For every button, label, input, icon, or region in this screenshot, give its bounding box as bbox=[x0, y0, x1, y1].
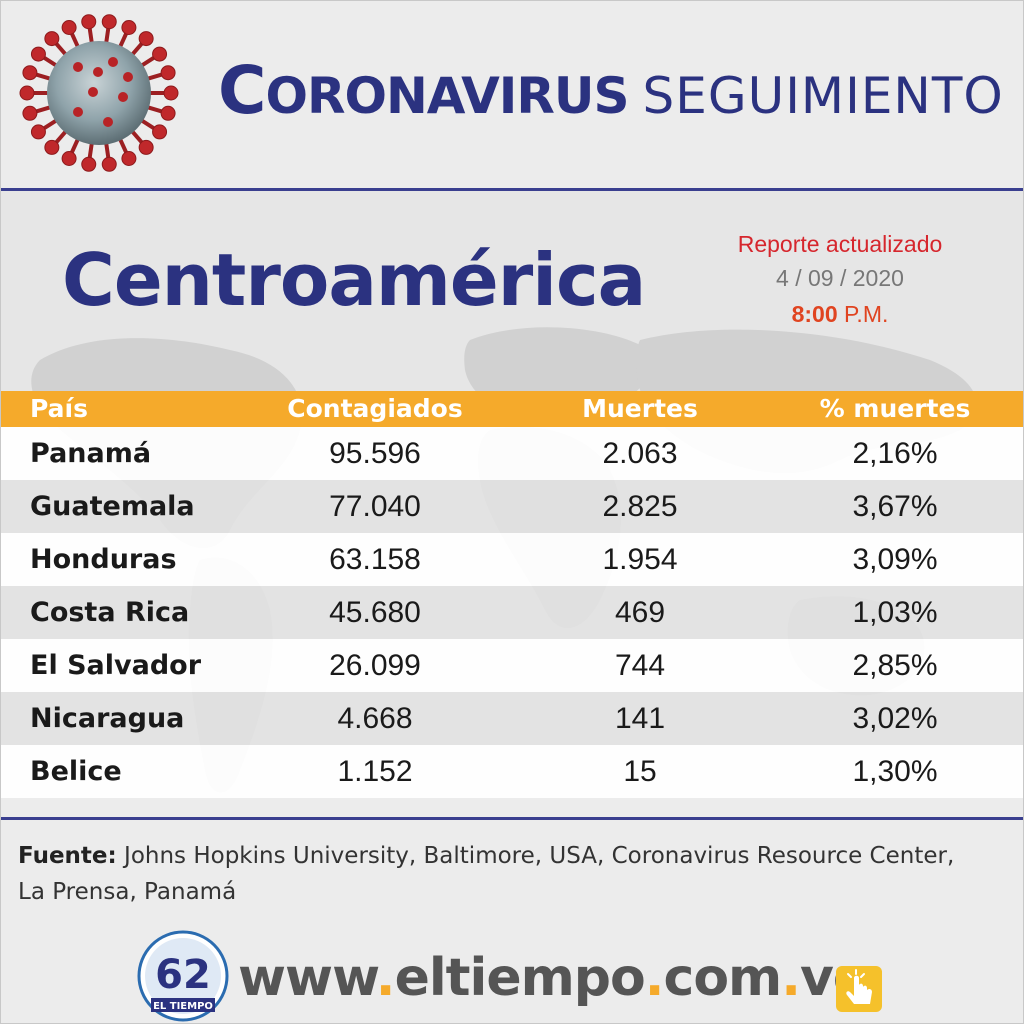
cell-deaths: 2.825 bbox=[602, 490, 678, 523]
cell-cases: 26.099 bbox=[329, 649, 421, 682]
cell-deaths: 1.954 bbox=[602, 543, 678, 576]
cell-pct: 3,09% bbox=[852, 543, 938, 576]
cell-pct: 2,16% bbox=[852, 437, 938, 470]
pointer-hand-icon bbox=[836, 966, 882, 1012]
cell-country: Costa Rica bbox=[30, 597, 190, 628]
table-row: Honduras 63.158 1.954 3,09% bbox=[0, 533, 1024, 586]
report-label: Reporte actualizado bbox=[737, 231, 943, 257]
report-hour: 8:00 bbox=[791, 301, 838, 327]
footer-divider bbox=[0, 817, 1024, 820]
source-note: Fuente: Johns Hopkins University, Baltim… bbox=[18, 838, 978, 910]
report-time: 8:00 P.M. bbox=[710, 296, 970, 332]
cell-country: Honduras bbox=[30, 544, 177, 575]
table-row: Guatemala 77.040 2.825 3,67% bbox=[0, 480, 1024, 533]
cell-pct: 3,67% bbox=[852, 490, 938, 523]
source-text: Johns Hopkins University, Baltimore, USA… bbox=[18, 843, 955, 905]
url-dot: . bbox=[375, 948, 396, 1008]
table-row: Panamá 95.596 2.063 2,16% bbox=[0, 427, 1024, 480]
title-cap: C bbox=[218, 52, 266, 129]
url-part: com bbox=[663, 948, 783, 1008]
title-light: SEGUIMIENTO bbox=[642, 67, 1004, 125]
cell-country: Belice bbox=[30, 756, 122, 787]
header-country: País bbox=[30, 394, 88, 423]
header-pct: % muertes bbox=[819, 394, 971, 423]
logo-number: 62 bbox=[155, 952, 211, 998]
website-url[interactable]: www.eltiempo.com.ve bbox=[238, 948, 868, 1008]
cell-cases: 77.040 bbox=[329, 490, 421, 523]
cell-country: Guatemala bbox=[30, 491, 195, 522]
table-row: El Salvador 26.099 744 2,85% bbox=[0, 639, 1024, 692]
cell-cases: 1.152 bbox=[337, 755, 413, 788]
report-date: 4 / 09 / 2020 bbox=[776, 265, 904, 291]
url-part: www bbox=[238, 948, 377, 1008]
url-part: eltiempo bbox=[394, 948, 646, 1008]
table-header: País Contagiados Muertes % muertes bbox=[0, 391, 1024, 427]
el-tiempo-logo: 62 EL TIEMPO bbox=[137, 930, 229, 1022]
source-label: Fuente: bbox=[18, 843, 117, 869]
cell-deaths: 141 bbox=[614, 702, 666, 735]
cell-country: Panamá bbox=[30, 438, 152, 469]
data-table: País Contagiados Muertes % muertes Panam… bbox=[0, 391, 1024, 798]
cell-deaths: 15 bbox=[623, 755, 657, 788]
table-row: Costa Rica 45.680 469 1,03% bbox=[0, 586, 1024, 639]
url-dot: . bbox=[781, 948, 801, 1008]
table-row: Belice 1.152 15 1,30% bbox=[0, 745, 1024, 798]
cell-country: Nicaragua bbox=[30, 703, 185, 734]
cell-pct: 1,03% bbox=[852, 596, 938, 629]
cell-cases: 45.680 bbox=[329, 596, 421, 629]
header-deaths: Muertes bbox=[582, 394, 698, 423]
cell-pct: 3,02% bbox=[852, 702, 938, 735]
cell-pct: 1,30% bbox=[852, 755, 938, 788]
title-strong: ORONAVIRUS bbox=[265, 67, 629, 125]
cell-pct: 2,85% bbox=[852, 649, 938, 682]
report-info: Reporte actualizado 4 / 09 / 2020 8:00 P… bbox=[710, 228, 970, 332]
url-dot: . bbox=[644, 948, 665, 1008]
logo-name: EL TIEMPO bbox=[153, 1001, 213, 1012]
cell-country: El Salvador bbox=[30, 650, 202, 681]
region-name: Centroamérica bbox=[62, 238, 646, 322]
cell-deaths: 469 bbox=[614, 596, 666, 629]
cell-cases: 4.668 bbox=[337, 702, 413, 735]
cell-cases: 95.596 bbox=[329, 437, 421, 470]
coronavirus-icon bbox=[19, 14, 179, 172]
cell-deaths: 744 bbox=[614, 649, 666, 682]
page-title: CORONAVIRUS SEGUIMIENTO bbox=[218, 52, 1004, 142]
table-row: Nicaragua 4.668 141 3,02% bbox=[0, 692, 1024, 745]
report-period: P.M. bbox=[844, 301, 889, 327]
header-divider bbox=[0, 188, 1024, 191]
cell-deaths: 2.063 bbox=[602, 437, 678, 470]
header-cases: Contagiados bbox=[287, 394, 463, 423]
cell-cases: 63.158 bbox=[329, 543, 421, 576]
